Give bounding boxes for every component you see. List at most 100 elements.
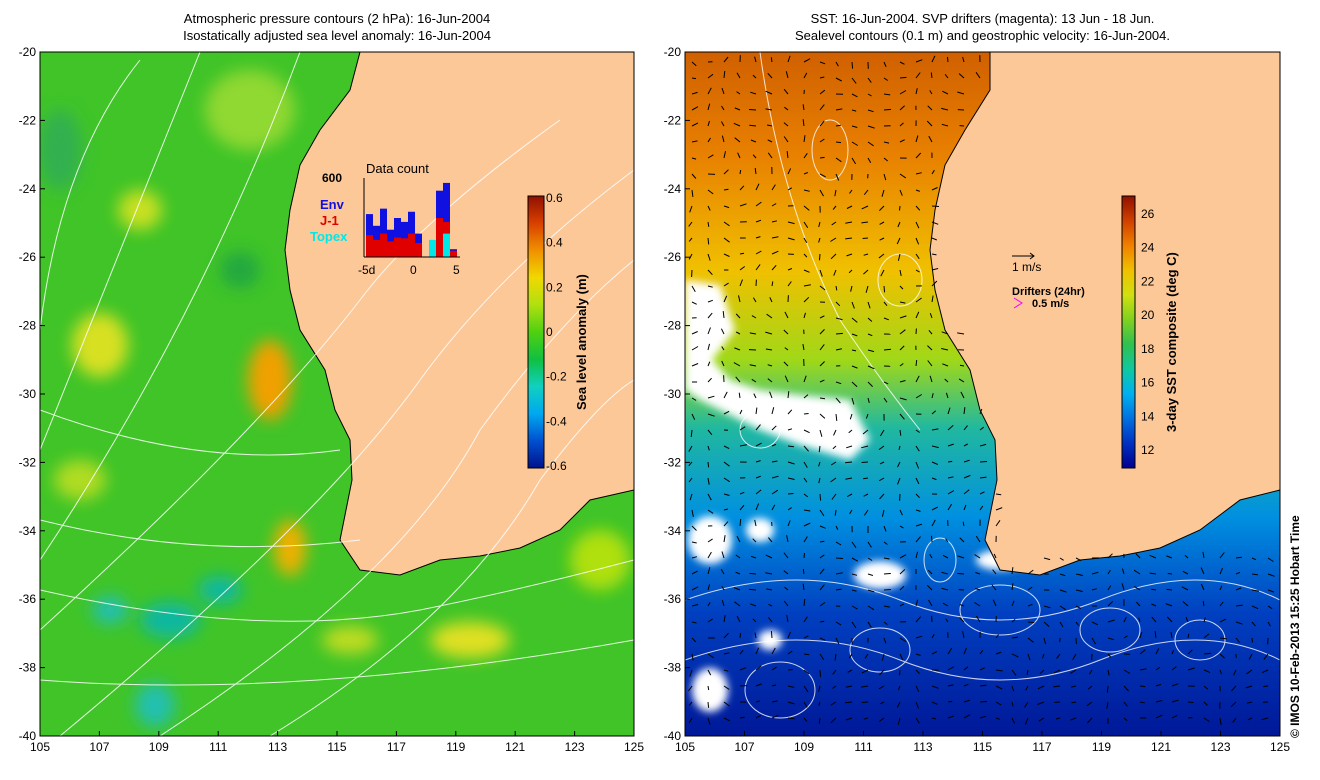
velocity-vector [723,669,729,672]
velocity-vector [1203,652,1212,655]
inset-legend-topex: Topex [310,229,348,244]
velocity-vector [786,151,789,159]
velocity-vector [899,509,903,516]
velocity-vector [899,345,905,351]
velocity-vector [819,173,826,178]
velocity-vector [1038,717,1045,722]
inset-bar-j1 [366,235,373,257]
velocity-vector [926,584,933,591]
sla-colorbar-ticks: 0.6 0.4 0.2 0 -0.2 -0.4 -0.6 [546,191,567,473]
velocity-vector [691,122,699,127]
left-lon-label: 125 [624,740,644,754]
velocity-vector [720,121,725,127]
velocity-vector [765,108,773,111]
velocity-vector [1155,666,1161,671]
velocity-vector [771,250,779,255]
velocity-vector [787,428,793,431]
velocity-vector [867,365,875,370]
velocity-vector [755,424,761,431]
velocity-vector [1139,685,1146,688]
velocity-vector [803,717,808,722]
velocity-vector [1247,717,1253,721]
velocity-vector [803,616,808,623]
velocity-vector [899,301,906,304]
left-lon-label: 105 [30,740,50,754]
left-land-australia [284,52,634,576]
velocity-vector [881,509,885,517]
sla-colorbar-label: Sea level anomaly (m) [574,274,589,410]
velocity-vector [845,477,853,480]
velocity-vector [942,363,949,367]
velocity-vector [787,281,792,287]
left-lat-label: -38 [19,661,37,675]
velocity-vector [707,285,713,288]
velocity-vector [767,139,773,143]
velocity-vector [819,361,825,367]
velocity-vector [739,649,744,655]
drifter-arrow-icon [1013,297,1023,309]
velocity-vector [883,348,892,351]
velocity-vector [771,184,776,191]
velocity-vector [849,189,853,194]
velocity-vector [899,380,906,383]
geostrophic-velocity-vectors [687,55,1275,725]
velocity-vector [765,331,773,335]
sealevel-contours [685,52,1280,719]
velocity-vector [749,109,757,111]
velocity-vector [979,426,985,431]
right-lat-label: -32 [664,455,682,469]
velocity-vector [1184,554,1189,559]
left-lat-label: -40 [19,729,37,743]
velocity-vector [691,509,694,517]
drifter-speed-label: 0.5 m/s [1032,298,1069,310]
velocity-vector [749,588,757,591]
left-lat-label: -28 [19,319,37,333]
velocity-vector [1011,618,1016,623]
velocity-vector [832,205,837,210]
velocity-vector [802,343,805,351]
velocity-vector [752,297,757,303]
velocity-vector [738,295,741,303]
velocity-vector [723,615,726,623]
velocity-vector [945,618,949,623]
velocity-vector [691,285,696,293]
velocity-vector [1011,717,1016,724]
velocity-vector [1151,616,1157,623]
right-lat-label: -28 [664,319,682,333]
velocity-vector [691,556,698,559]
velocity-vector [883,108,892,111]
velocity-vector [830,477,837,483]
velocity-vector [1267,605,1273,610]
velocity-vector [846,445,853,449]
velocity-vector [867,573,874,576]
velocity-vector [803,461,808,468]
velocity-vector [755,700,761,703]
velocity-vector [1231,685,1237,692]
velocity-vector [847,669,853,673]
velocity-vector [835,413,838,421]
inset-bar-j1 [408,233,415,257]
velocity-vector [835,301,841,307]
velocity-vector [861,445,869,449]
velocity-vector [1135,553,1141,559]
velocity-vector [803,509,811,512]
velocity-vector [737,152,741,159]
velocity-vector [739,266,745,271]
velocity-vector [691,61,697,67]
velocity-vector [767,152,773,159]
velocity-vector [819,269,823,277]
velocity-vector [899,569,906,575]
velocity-vector [963,459,970,463]
velocity-vector [723,253,730,257]
velocity-vector [928,135,933,143]
right-panel-title: SST: 16-Jun-2004. SVP drifters (magenta)… [685,10,1280,44]
inset-bar-j1 [380,233,387,257]
velocity-vector [787,717,795,720]
velocity-vector [786,615,789,623]
velocity-vector [739,491,745,495]
left-lon-label: 111 [209,740,228,754]
velocity-vector [691,621,697,624]
velocity-vector [846,253,853,257]
velocity-vector [1091,621,1099,626]
velocity-vector [765,554,773,559]
